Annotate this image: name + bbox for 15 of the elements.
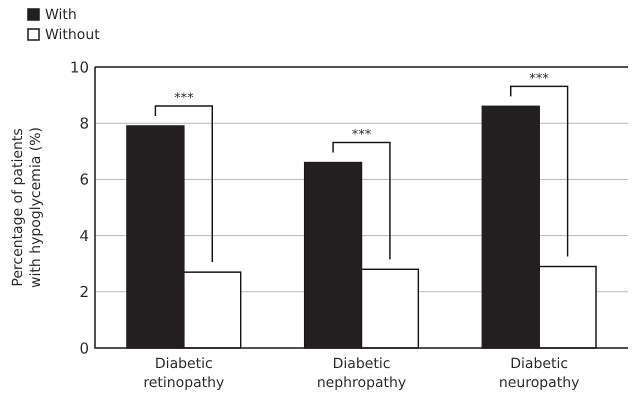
y-axis-title: Percentage of patients with hypoglycemia (%) [10,127,44,288]
legend-label: With [45,7,77,23]
legend-label: Without [45,27,100,43]
y-tick-label: 8 [79,114,89,132]
y-tick-label: 2 [79,283,89,302]
annotation: *** [174,91,194,106]
x-tick-label: Diabetic neuropathy [498,356,580,391]
annotation: *** [529,71,550,86]
y-tick-label: 0 [79,339,89,358]
y-tick-label: 4 [79,226,89,245]
y-tick-label: 10 [70,58,89,76]
annotation: *** [352,128,372,143]
x-tick-label: Diabetic retinopathy [143,356,224,391]
y-tick-label: 6 [79,170,89,189]
x-tick-label: Diabetic nephropathy [316,356,406,391]
